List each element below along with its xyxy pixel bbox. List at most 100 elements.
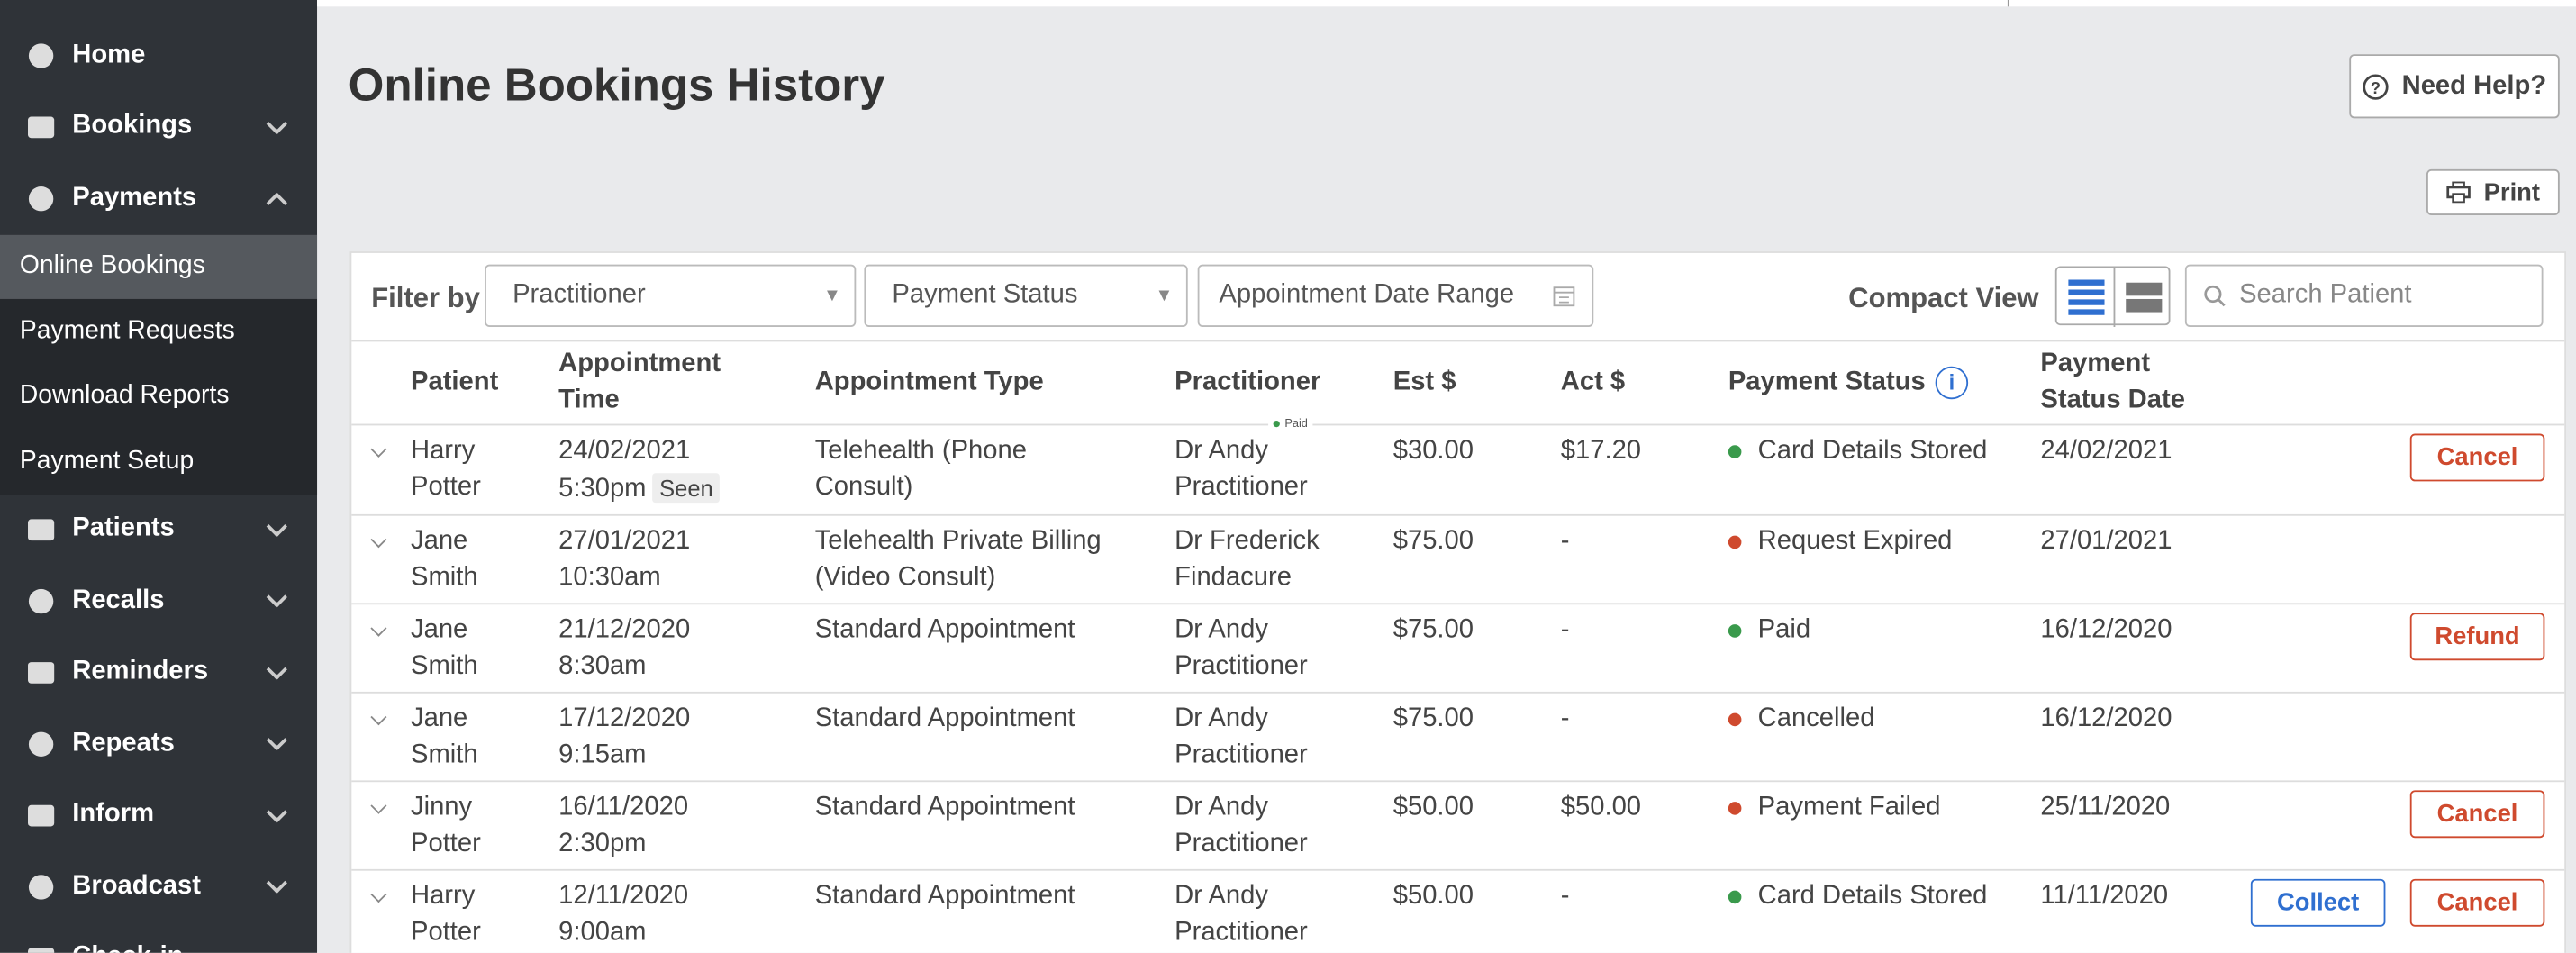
appointment-date: 17/12/2020 — [558, 704, 691, 733]
patient-name: Jinny Potter — [410, 793, 481, 858]
column-header: Patient — [410, 368, 499, 396]
status-date: 16/12/2020 — [2040, 615, 2172, 645]
nav-icon — [28, 43, 54, 68]
status-dot — [1728, 890, 1742, 904]
submenu-item[interactable]: Download Reports — [0, 364, 318, 430]
practitioner-name: Dr Andy Practitioner — [1175, 704, 1308, 769]
appointment-date: 24/02/2021 — [558, 437, 691, 466]
help-button[interactable]: ? Need Help? — [2349, 54, 2560, 119]
nav-chevron — [266, 872, 287, 894]
nav-item[interactable]: Recalls — [0, 565, 317, 636]
appointment-type: Telehealth (Phone Consult) — [814, 437, 1027, 502]
submenu-item[interactable]: Online Bookings — [0, 233, 318, 299]
nav-item[interactable]: Patients — [0, 494, 317, 565]
actual-amount: - — [1560, 615, 1570, 645]
sidebar: Home Bookings Payments Online Bookings Payme… — [0, 0, 318, 953]
table-row: Jinny Potter 16/11/2020 2:30pm Standard App… — [351, 780, 2565, 870]
row-expand[interactable] — [370, 620, 387, 637]
nav-item[interactable]: Repeats — [0, 708, 317, 779]
appointment-time: 27/01/2021 10:30am — [558, 524, 739, 596]
table-row: Harry Potter 12/11/2020 9:00am Standard App… — [351, 868, 2565, 953]
time-line: 9:15am — [558, 738, 739, 774]
status-tooltip: Paid — [1268, 419, 1313, 431]
time-line: 2:30pm — [558, 826, 739, 862]
practitioner-name: Dr Andy Practitioner — [1175, 793, 1308, 858]
row-expand[interactable] — [370, 440, 387, 458]
action-button[interactable]: Collect — [2250, 878, 2386, 927]
estimated-amount: $75.00 — [1392, 527, 1474, 556]
nav-item[interactable]: Broadcast — [0, 851, 317, 922]
nav-item[interactable]: Check-in — [0, 922, 317, 953]
row-actions: Collect Cancel — [2250, 878, 2545, 927]
filter-label: Filter by — [371, 282, 480, 314]
appointment-date: 12/11/2020 — [558, 882, 689, 911]
row-expand[interactable] — [370, 886, 387, 903]
row-actions: Cancel — [2409, 433, 2545, 482]
patient-name: Harry Potter — [410, 882, 481, 947]
nav-item[interactable]: Bookings — [0, 91, 317, 162]
appointment-hour: 10:30am — [558, 563, 661, 592]
select-text: Payment Status — [892, 280, 1078, 309]
practitioner-name: Dr Andy Practitioner — [1175, 437, 1308, 502]
status-dot — [1728, 445, 1742, 458]
estimated-amount: $30.00 — [1392, 437, 1474, 466]
nav-item[interactable]: Inform — [0, 779, 317, 850]
nav-chevron — [266, 730, 287, 751]
bookings-card: Filter by Practitioner ▼ Payment Status ▼ … — [349, 251, 2567, 953]
estimated-amount: $75.00 — [1392, 704, 1474, 733]
column-header: Appointment Time — [558, 349, 721, 414]
nav-item[interactable]: Reminders — [0, 637, 317, 708]
time-line: 10:30am — [558, 560, 739, 596]
appointment-hour: 2:30pm — [558, 830, 647, 858]
action-button[interactable]: Cancel — [2409, 790, 2545, 839]
patient-name: Jane Smith — [410, 615, 478, 681]
date-range[interactable]: Appointment Date Range — [1197, 264, 1594, 327]
toggle-icons — [2068, 268, 2163, 327]
nav-item[interactable]: Home — [0, 20, 317, 91]
action-button[interactable]: Refund — [2409, 613, 2545, 661]
appointment-hour: 8:30am — [558, 652, 647, 681]
row-actions: Refund — [2409, 613, 2545, 661]
view-toggle[interactable] — [2054, 266, 2171, 327]
search-input[interactable]: Search Patient — [2184, 264, 2544, 327]
appointment-type: Standard Appointment — [814, 704, 1075, 733]
print-button[interactable]: Print — [2426, 168, 2560, 215]
nav-chevron — [266, 801, 287, 822]
nav-label: Check-in — [72, 943, 183, 952]
status-dot — [1728, 802, 1742, 815]
row-expand[interactable] — [370, 797, 387, 814]
payment-status: Paid — [1757, 615, 1811, 645]
row-actions: Cancel — [2409, 790, 2545, 839]
payment-status: Card Details Stored — [1757, 437, 1988, 466]
appointment-type: Standard Appointment — [814, 882, 1075, 911]
status-date: 16/12/2020 — [2040, 704, 2172, 733]
nav-icon — [28, 875, 54, 900]
practitioner-select[interactable]: Practitioner ▼ — [485, 264, 857, 327]
submenu-item[interactable]: Payment Setup — [0, 429, 318, 495]
column-header: Payment Status i — [1728, 365, 1969, 401]
patient-name: Jane Smith — [410, 527, 478, 592]
action-button[interactable]: Cancel — [2409, 878, 2545, 927]
column-header: Payment Status Date — [2040, 349, 2185, 414]
practitioner-name: Dr Frederick Findacure — [1175, 527, 1320, 592]
status-select[interactable]: Payment Status ▼ — [864, 264, 1188, 327]
estimated-amount: $50.00 — [1392, 793, 1474, 821]
table-row: Jane Smith 21/12/2020 8:30am Standard Appoi… — [351, 603, 2565, 693]
submenu-item[interactable]: Payment Requests — [0, 298, 318, 365]
search-placeholder: Search Patient — [2239, 280, 2412, 309]
row-expand[interactable] — [370, 531, 387, 549]
action-button[interactable]: Cancel — [2409, 433, 2545, 482]
actual-amount: $17.20 — [1560, 437, 1642, 466]
payment-status: Payment Failed — [1757, 793, 1941, 821]
tooltip-dot — [1273, 421, 1280, 428]
row-expand[interactable] — [370, 709, 387, 726]
practitioner-name: Dr Andy Practitioner — [1175, 615, 1308, 681]
caret: ▼ — [1155, 286, 1174, 306]
status-date: 11/11/2020 — [2040, 882, 2169, 911]
column-header: Est $ — [1392, 368, 1456, 396]
patient-name: Jane Smith — [410, 704, 478, 769]
info-icon[interactable]: i — [1935, 366, 1969, 399]
nav-item[interactable]: Payments — [0, 163, 317, 234]
appointment-hour: 5:30pm — [558, 475, 647, 504]
